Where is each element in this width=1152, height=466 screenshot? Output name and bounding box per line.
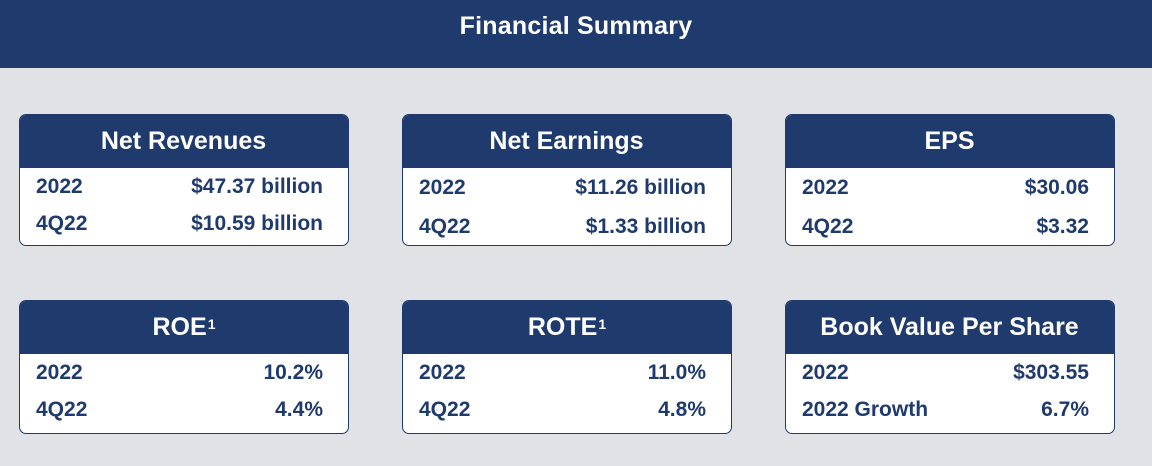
card-title: ROE — [152, 313, 207, 341]
row-value: $11.26 billion — [575, 175, 706, 199]
row-value: 10.2% — [263, 360, 323, 384]
card-row: 4Q22 4.8% — [403, 391, 731, 428]
card-header: EPS — [786, 115, 1114, 168]
card-header: Net Earnings — [403, 115, 731, 168]
card-eps: EPS 2022 $30.06 4Q22 $3.32 — [785, 114, 1115, 246]
row-value: 11.0% — [647, 360, 706, 384]
row-value: $303.55 — [1013, 360, 1089, 384]
card-title: EPS — [924, 127, 975, 155]
card-header: Net Revenues — [20, 115, 348, 168]
card-row: 2022 $30.06 — [786, 168, 1114, 207]
card-row: 4Q22 $3.32 — [786, 207, 1114, 245]
card-title: Book Value Per Share — [820, 313, 1079, 341]
card-header: ROTE 1 — [403, 301, 731, 354]
row-label: 4Q22 — [36, 211, 88, 235]
card-roe: ROE 1 2022 10.2% 4Q22 4.4% — [19, 300, 349, 434]
row-label: 2022 — [36, 174, 83, 198]
card-row: 2022 10.2% — [20, 354, 348, 391]
row-label: 4Q22 — [419, 397, 471, 421]
footnote-marker: 1 — [598, 315, 607, 332]
row-value: $10.59 billion — [191, 211, 323, 235]
card-net-revenues: Net Revenues 2022 $47.37 billion 4Q22 $1… — [19, 114, 349, 246]
card-header: ROE 1 — [20, 301, 348, 354]
card-row: 4Q22 $10.59 billion — [20, 205, 348, 242]
row-label: 2022 — [419, 360, 466, 384]
page-title: Financial Summary — [459, 12, 693, 40]
card-row: 2022 11.0% — [403, 354, 731, 391]
row-value: 6.7% — [1041, 397, 1089, 421]
card-net-earnings: Net Earnings 2022 $11.26 billion 4Q22 $1… — [402, 114, 732, 246]
card-row: 4Q22 $1.33 billion — [403, 207, 731, 245]
card-row: 2022 $47.37 billion — [20, 168, 348, 205]
card-row: 2022 Growth 6.7% — [786, 391, 1114, 428]
card-rote: ROTE 1 2022 11.0% 4Q22 4.8% — [402, 300, 732, 434]
row-label: 2022 — [802, 360, 849, 384]
row-label: 2022 — [419, 175, 466, 199]
row-value: 4.4% — [275, 397, 323, 421]
header-banner: Financial Summary — [0, 0, 1152, 68]
card-book-value-per-share: Book Value Per Share 2022 $303.55 2022 G… — [785, 300, 1115, 434]
card-row: 2022 $11.26 billion — [403, 168, 731, 207]
row-label: 2022 — [36, 360, 83, 384]
footnote-marker: 1 — [207, 315, 216, 332]
card-header: Book Value Per Share — [786, 301, 1114, 354]
card-row: 4Q22 4.4% — [20, 391, 348, 428]
row-label: 2022 Growth — [802, 397, 929, 421]
row-label: 4Q22 — [419, 214, 471, 238]
row-label: 4Q22 — [802, 214, 854, 238]
card-title: ROTE — [527, 313, 598, 341]
row-label: 2022 — [802, 175, 849, 199]
row-label: 4Q22 — [36, 397, 88, 421]
card-title: Net Revenues — [100, 127, 267, 155]
card-row: 2022 $303.55 — [786, 354, 1114, 391]
card-title: Net Earnings — [489, 127, 644, 155]
row-value: $3.32 — [1036, 214, 1089, 238]
row-value: $47.37 billion — [191, 174, 323, 198]
row-value: $30.06 — [1024, 175, 1089, 199]
row-value: 4.8% — [658, 397, 706, 421]
row-value: $1.33 billion — [585, 214, 706, 238]
